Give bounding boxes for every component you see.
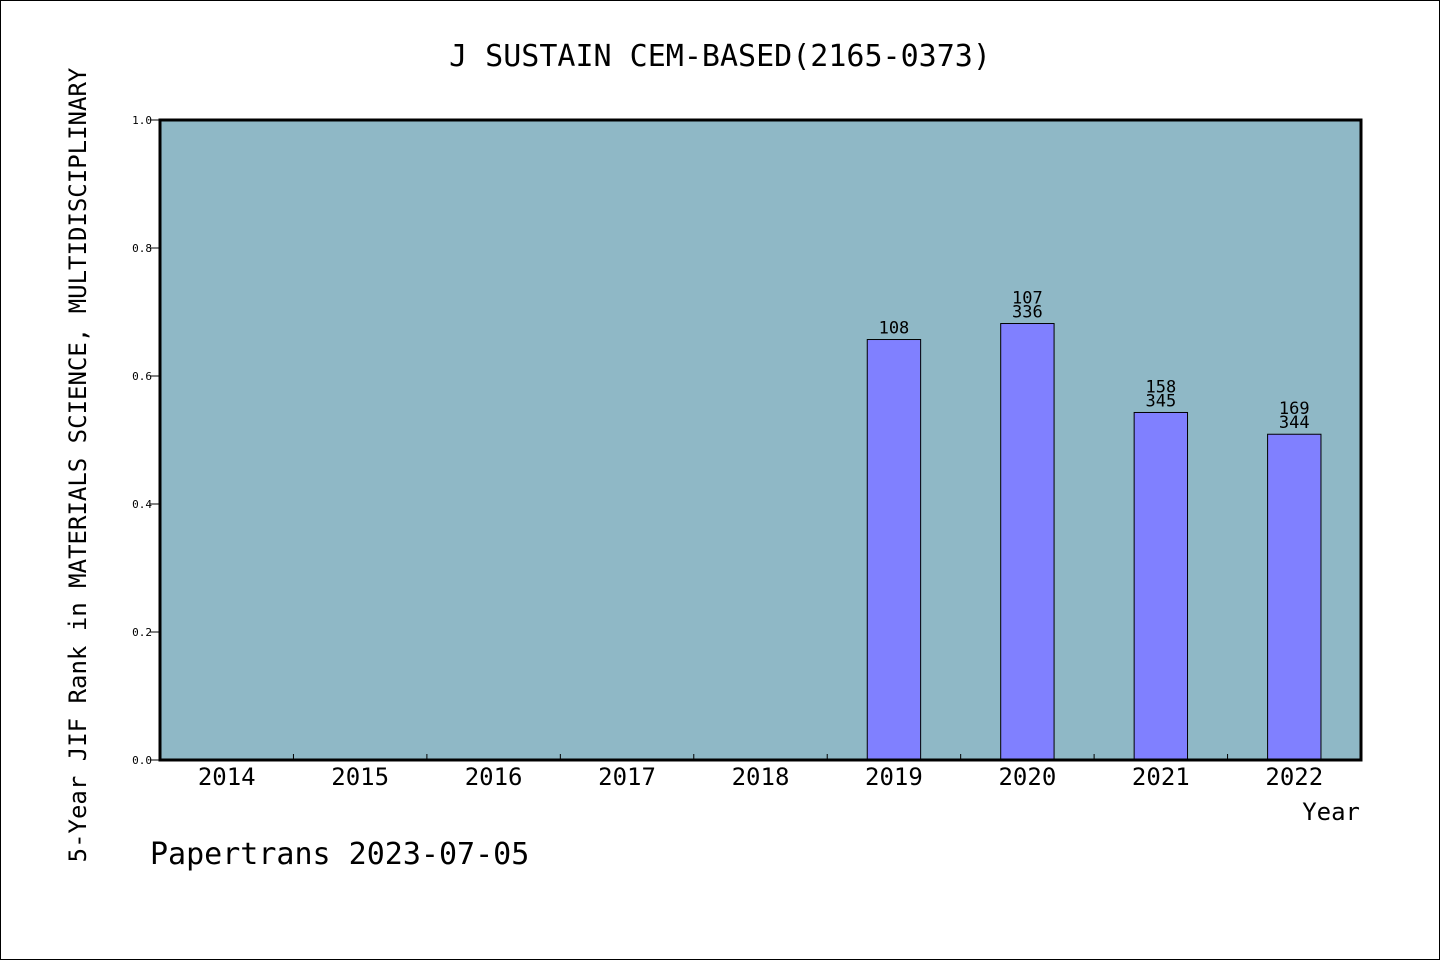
bar-label: 107 bbox=[1012, 289, 1043, 309]
y-axis: 0.0 0.2 0.4 0.6 0.8 1.0 bbox=[132, 114, 160, 767]
bar-label: 158 bbox=[1145, 377, 1176, 397]
chart-title: J SUSTAIN CEM-BASED(2165-0373) bbox=[449, 39, 991, 74]
x-axis: 2014 2015 2016 2017 2018 2019 2020 2021 2022 bbox=[198, 754, 1323, 791]
x-tick-label: 2018 bbox=[732, 763, 790, 791]
footer-text: Papertrans 2023-07-05 bbox=[150, 837, 529, 872]
bar-label: 336 bbox=[1012, 303, 1043, 323]
x-tick-label: 2022 bbox=[1265, 763, 1323, 791]
x-tick-label: 2016 bbox=[465, 763, 523, 791]
bar-label: 108 bbox=[879, 319, 910, 339]
x-tick-label: 2020 bbox=[998, 763, 1056, 791]
x-tick-label: 2015 bbox=[331, 763, 389, 791]
bar-2022 bbox=[1267, 433, 1322, 761]
y-tick-label: 0.0 bbox=[132, 754, 152, 767]
x-axis-label: Year bbox=[1302, 798, 1360, 826]
x-tick-label: 2014 bbox=[198, 763, 256, 791]
bar-2020 bbox=[1000, 323, 1055, 761]
bar-label: 169 bbox=[1279, 399, 1310, 419]
bar-label: 345 bbox=[1145, 391, 1176, 411]
y-tick-label: 0.8 bbox=[132, 242, 152, 255]
bar-2021 bbox=[1133, 411, 1189, 761]
bar-label: 344 bbox=[1279, 413, 1310, 433]
plot-border bbox=[158, 118, 1363, 762]
bar-2019 bbox=[866, 339, 922, 761]
x-tick-label: 2017 bbox=[598, 763, 656, 791]
y-tick-label: 0.2 bbox=[132, 626, 152, 639]
bars bbox=[866, 323, 1322, 761]
y-axis-label: 5-Year JIF Rank in MATERIALS SCIENCE, MU… bbox=[64, 67, 92, 862]
y-tick-label: 1.0 bbox=[132, 114, 152, 127]
x-tick-label: 2021 bbox=[1132, 763, 1190, 791]
y-tick-label: 0.6 bbox=[132, 370, 152, 383]
y-tick-label: 0.4 bbox=[132, 498, 152, 511]
x-tick-label: 2019 bbox=[865, 763, 923, 791]
